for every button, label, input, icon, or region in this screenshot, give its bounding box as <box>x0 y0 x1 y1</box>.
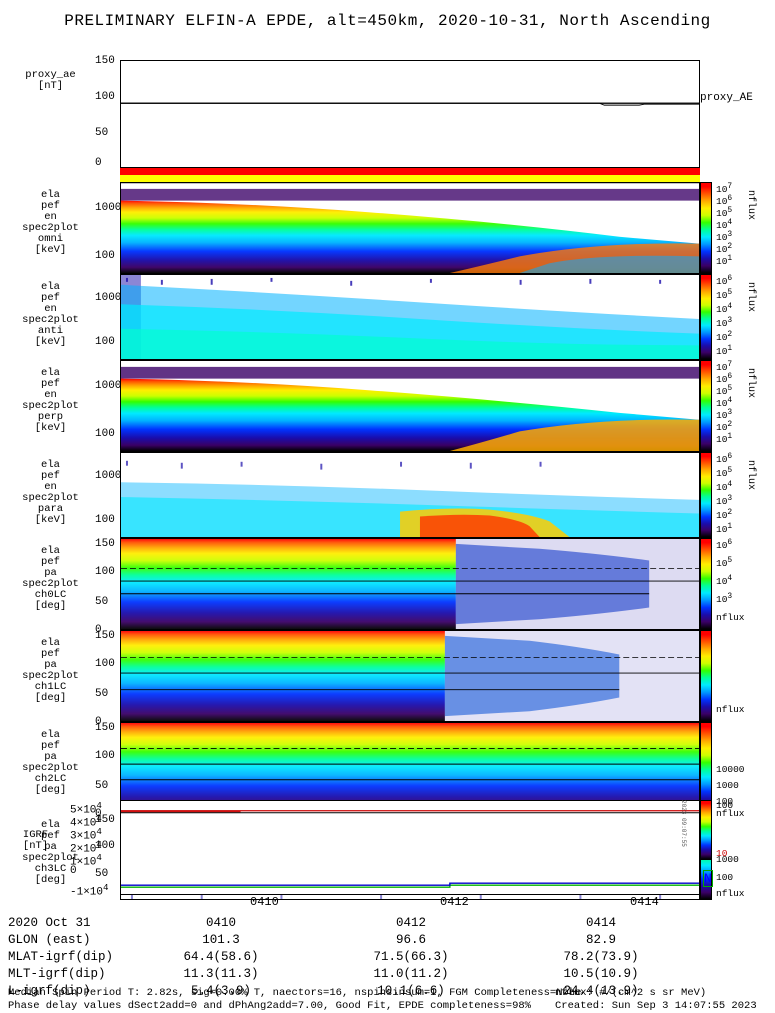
footnote-right: nflux: #/(cm^2 s sr MeV) Created: Sun Se… <box>555 987 757 1013</box>
quality-strip-red <box>120 168 700 175</box>
ch1lc-label: ela pef pa spec2plot ch1LC [deg] <box>8 638 93 704</box>
panel-igrf-inner <box>120 800 700 895</box>
colorbar-perp <box>700 360 712 452</box>
panel-spec2plot-para <box>120 452 700 538</box>
colorbar-anti <box>700 274 712 360</box>
colorbar-perp-title: nflux <box>745 368 756 398</box>
colorbar-anti-title: nflux <box>745 282 756 312</box>
panel-spec2plot-anti <box>120 274 700 360</box>
proxy-ae-label: proxy_ae [nT] <box>8 70 93 92</box>
colorbar-omni <box>700 182 712 274</box>
ch2lc-label: ela pef pa spec2plot ch2LC [deg] <box>8 730 93 796</box>
colorbar-para-title: nflux <box>745 460 756 490</box>
colorbar-ch1lc <box>700 630 712 722</box>
table-row-mlat: MLAT-igrf(dip) 64.4(58.6) 71.5(66.3) 78.… <box>8 949 696 966</box>
quality-strip-yellow <box>120 175 700 182</box>
ch0lc-label: ela pef pa spec2plot ch0LC [deg] <box>8 546 93 612</box>
n-mark: N <box>703 870 713 887</box>
colorbar-para <box>700 452 712 538</box>
ch0lc-ticks: 150 100 50 0 <box>95 538 119 630</box>
chart-title: PRELIMINARY ELFIN-A EPDE, alt=450km, 202… <box>0 12 775 30</box>
colorbar-igrf <box>700 800 712 860</box>
omni-ticks: 1000 100 <box>95 182 119 274</box>
perp-ticks: 1000 100 <box>95 360 119 452</box>
proxy-ae-right-label: proxy_AE <box>700 92 753 104</box>
perp-label: ela pef en spec2plot perp [keV] <box>8 368 93 434</box>
panel-spec2plot-omni <box>120 182 700 274</box>
anti-ticks: 1000 100 <box>95 274 119 360</box>
anti-label: ela pef en spec2plot anti [keV] <box>8 282 93 348</box>
proxy-ae-ticks: 150 100 50 0 <box>95 55 119 163</box>
table-row-glon: GLON (east) 101.3 96.6 82.9 <box>8 932 696 949</box>
igrf-label: IGRF [nT] <box>8 830 63 852</box>
para-label: ela pef en spec2plot para [keV] <box>8 460 93 526</box>
panel-spec2plot-perp <box>120 360 700 452</box>
panel-spec2plot-ch0lc <box>120 538 700 630</box>
footnote-left: Median Spin Period T: 2.82s, sig=0.00% T… <box>8 987 581 1013</box>
colorbar-omni-title: nflux <box>745 190 756 220</box>
panel-spec2plot-ch1lc <box>120 630 700 722</box>
colorbar-ch0lc <box>700 538 712 630</box>
table-row-mlt: MLT-igrf(dip) 11.3(11.3) 11.0(11.2) 10.5… <box>8 966 696 983</box>
panel-proxy-ae <box>120 60 700 168</box>
date-label: 2020 Oct 31 <box>8 915 126 932</box>
para-ticks: 1000 100 <box>95 452 119 538</box>
omni-label: ela pef en spec2plot omni [keV] <box>8 190 93 256</box>
ch1lc-ticks: 150 100 50 0 <box>95 630 119 722</box>
igrf-ticks: 5×104 4×104 3×104 2×104 1×104 0 -1×104 <box>70 800 119 895</box>
igrf-watermark: 2023 09:07:55 <box>680 800 687 847</box>
